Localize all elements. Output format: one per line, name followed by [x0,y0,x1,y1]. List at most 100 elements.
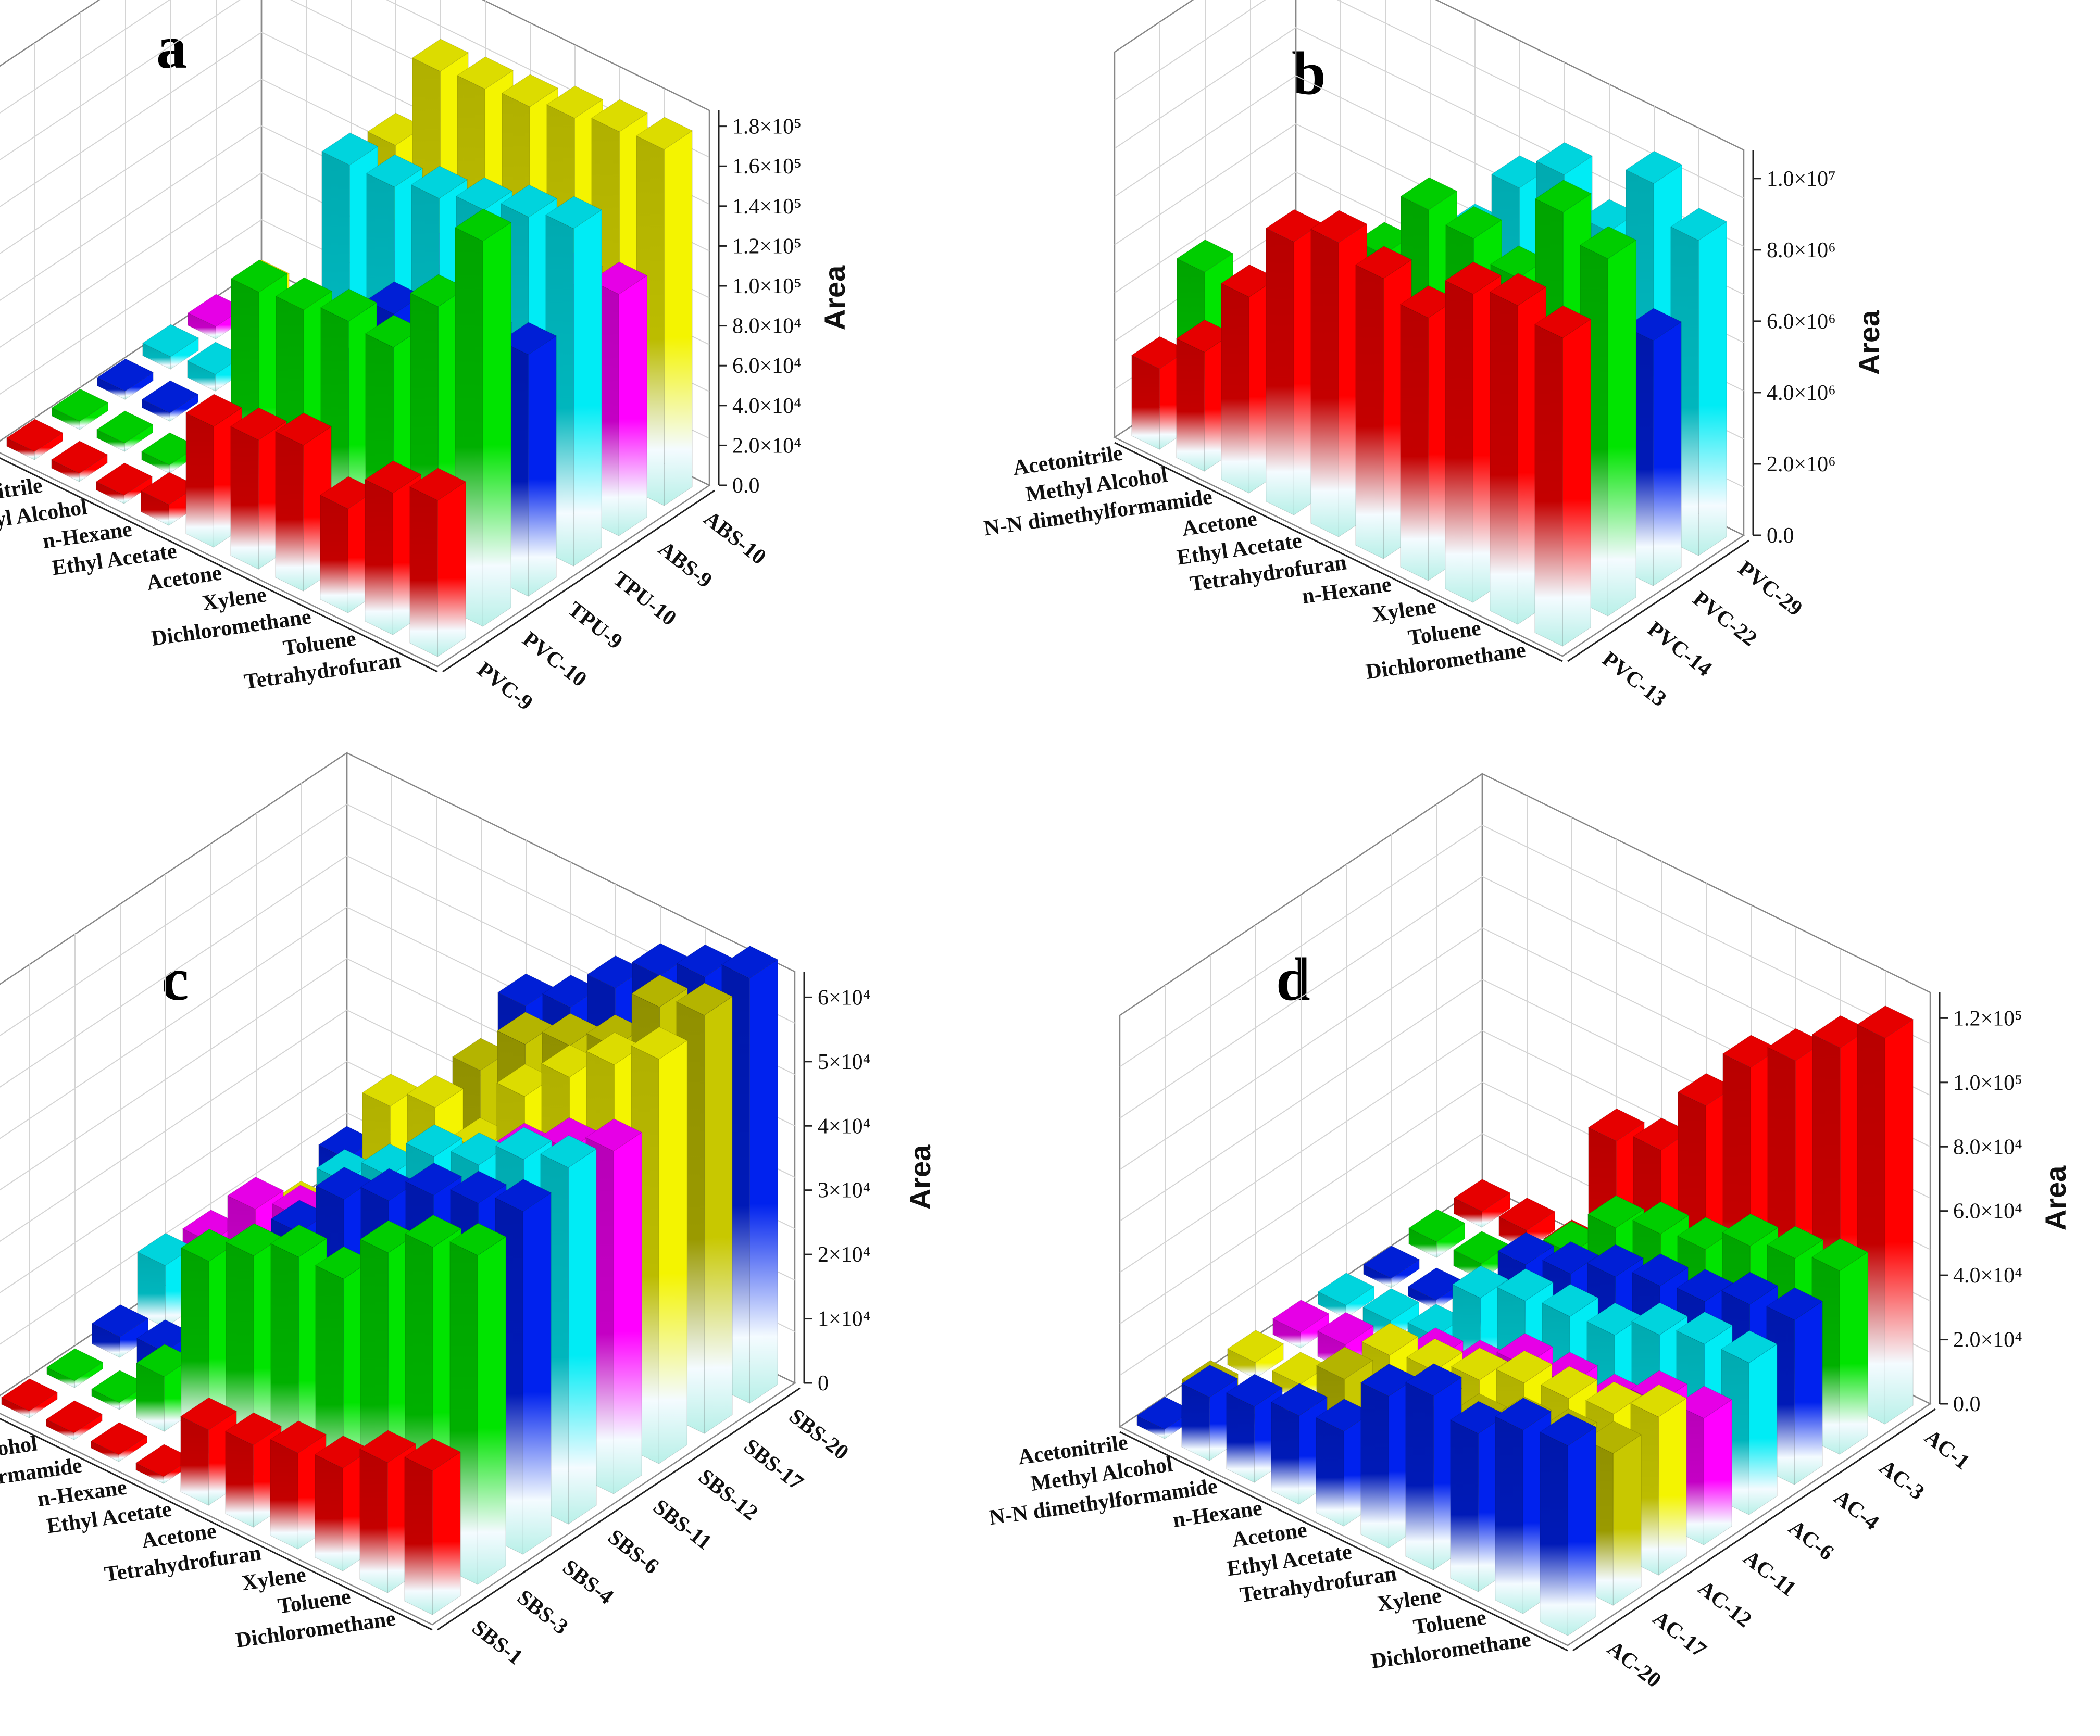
z-tick-label: 6.0×10⁴ [732,354,802,378]
z-tick-label: 0.0 [1767,524,1794,548]
category-label: Tetrahydrofuran [103,1541,263,1587]
series-label: TPU-9 [563,597,627,655]
panel-d: d 0.0 2.0×10⁴ 4.0×10⁴ 6.0×10⁴ 8.0×10⁴ 1.0×10⁵ 1… [988,772,2072,1693]
z-tick-label: 3×10⁴ [818,1179,870,1203]
z-tick-label: 6.0×10⁶ [1767,310,1836,334]
series-label: SBS-17 [739,1435,807,1495]
z-tick-label: 1.0×10⁵ [1953,1071,2022,1095]
bar-AC-4-Methyl-Alcohol [1407,1267,1465,1310]
series-label: PVC-22 [1688,587,1761,651]
bar-TPU-10-Tetrahydrofuran [545,196,603,567]
series-axis [437,1387,801,1631]
series-label: AC-1 [1920,1425,1974,1475]
category-axis [0,457,438,673]
series-axis [1567,539,1749,662]
bar-AC-4-Acetonitrile [1362,1246,1420,1288]
series-label: AC-6 [1784,1516,1838,1565]
z-tick-label: 1.0×10⁵ [732,274,802,298]
bar-PVC-9-Xylene [274,412,332,592]
panel-label: a [156,13,187,81]
bar-AC-1-Acetonitrile [1453,1179,1511,1228]
bar-AC-6-Acetonitrile [1317,1273,1375,1318]
series-label: SBS-11 [648,1495,716,1555]
panel-label: b [1292,39,1326,107]
z-axis-title: Area [818,265,851,330]
gridline [0,803,795,1036]
series-label: SBS-20 [784,1404,853,1465]
series-label: AC-17 [1648,1606,1710,1663]
z-tick-label: 0.0 [1953,1392,1981,1416]
series-label: ABS-9 [654,537,716,593]
bar-AC-12-Acetonitrile [1227,1330,1284,1379]
gridline [1114,0,1744,199]
panel-b: b 0.0 2.0×10⁶ 4.0×10⁶ 6.0×10⁶ 8.0×10⁶ 1.0×10⁷ A… [982,0,1885,711]
series-axis [442,489,715,673]
bar-SBS-1-Acetonitrile [1,1378,58,1418]
bar-SBS-1-N-N-dimethylformamide [90,1422,148,1462]
series-label: SBS-3 [512,1586,572,1640]
panel-a: a 0.0 2.0×10⁴ 4.0×10⁴ 6.0×10⁴ 8.0×10⁴ 1.0×10⁵ 1… [0,0,851,715]
bar-TPU-9-N-N-dimethylformamide [96,358,154,400]
series-label: SBS-4 [558,1555,618,1609]
z-tick-label: 1.6×10⁵ [732,155,802,179]
panel-c: c01×10⁴2×10⁴3×10⁴4×10⁴5×10⁴6×10⁴AreaDich… [0,751,936,1670]
category-axis [1114,442,1563,662]
bar-PVC-10-N-N-dimethylformamide [51,388,109,430]
series-label: PVC-14 [1643,617,1716,682]
series-label: PVC-9 [472,658,537,715]
z-tick-label: 2.0×10⁶ [1767,452,1836,476]
z-tick-label: 0.0 [732,474,760,498]
z-axis-title: Area [904,1144,936,1210]
z-tick-label: 4.0×10⁴ [1953,1264,2022,1288]
bar-TPU-10-N-N-dimethylformamide [142,324,199,370]
series-label: AC-12 [1693,1576,1756,1632]
z-tick-label: 1.0×10⁷ [1767,167,1836,191]
bar-PVC-9-Methyl-Alcohol [95,462,153,504]
category-axis [1119,1431,1568,1652]
category-label: Xylene [241,1563,308,1595]
z-axis-title: Area [2039,1165,2072,1230]
gridline [1119,824,1931,1067]
bar-PVC-9-Acetonitrile [51,441,108,482]
series-label: PVC-10 [518,627,591,692]
bar-ABS-10-Tetrahydrofuran [635,117,693,506]
z-tick-label: 1×10⁴ [818,1307,870,1331]
category-label: Xylene [1371,594,1438,627]
z-tick-label: 8.0×10⁴ [732,315,802,338]
series-axis [1572,1408,1936,1652]
bar-PVC-13-Dichloromethane [1534,305,1592,647]
z-tick-label: 8.0×10⁶ [1767,238,1836,262]
z-tick-label: 2.0×10⁴ [732,434,802,458]
panel-label: d [1276,945,1310,1013]
z-tick-label: 4.0×10⁶ [1767,381,1836,405]
series-label: AC-3 [1874,1455,1929,1505]
series-label: SBS-1 [467,1616,527,1670]
bar-AC-20-Xylene [1449,1401,1507,1592]
bar-SBS-1-Methyl-Alcohol [45,1400,103,1440]
series-label: TPU-10 [608,567,681,631]
series-label: AC-20 [1603,1637,1665,1693]
series-label: AC-11 [1739,1546,1800,1602]
bar-AC-3-Acetonitrile [1408,1209,1466,1258]
bar-SBS-3-Acetonitrile [46,1348,104,1388]
z-tick-label: 1.2×10⁵ [732,234,802,258]
z-tick-label: 2×10⁴ [818,1243,870,1267]
z-tick-label: 6×10⁴ [818,986,870,1010]
series-label: SBS-6 [603,1525,663,1579]
z-tick-label: 4.0×10⁴ [732,394,802,418]
bar-PVC-9-Tetrahydrofuran [409,468,467,657]
bar-PVC-9-N-N-dimethylformamide [6,419,64,460]
z-tick-label: 2.0×10⁴ [1953,1328,2022,1352]
z-tick-label: 1.2×10⁵ [1953,1007,2022,1030]
series-label: ABS-10 [699,507,770,570]
z-tick-label: 4×10⁴ [818,1114,870,1138]
z-tick-label: 0 [818,1372,829,1395]
z-tick-label: 6.0×10⁴ [1953,1200,2022,1224]
bar-AC-11-Acetonitrile [1272,1300,1330,1349]
z-tick-label: 5×10⁴ [818,1050,870,1074]
bar-AC-20-n-Hexane [1270,1383,1328,1505]
bar-PVC-13-Methyl-Alcohol [1176,319,1233,472]
bar-SBS-4-Acetonitrile [91,1304,149,1358]
category-label: Tetrahydrofuran [243,648,403,694]
